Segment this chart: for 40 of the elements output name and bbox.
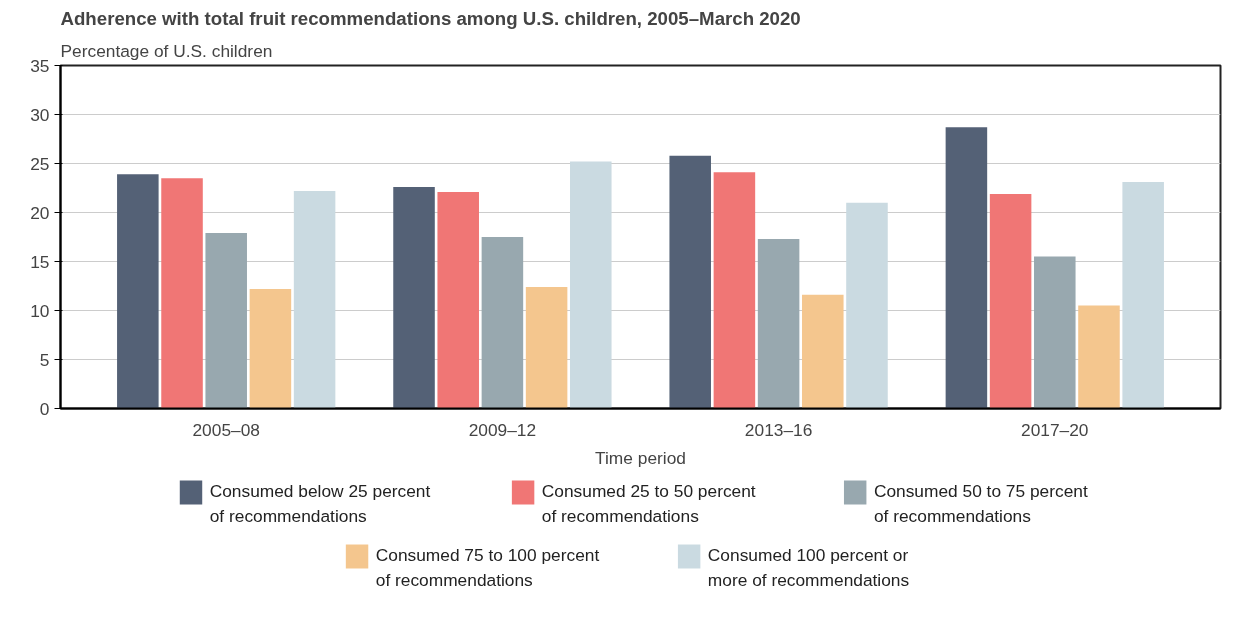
bar (161, 178, 203, 409)
bar (989, 193, 1032, 409)
y-tick-label: 15 (30, 251, 50, 272)
bar (713, 172, 756, 409)
bar (757, 238, 800, 409)
bar (1034, 256, 1076, 409)
bar (205, 233, 247, 409)
y-tick-label: 35 (30, 55, 50, 76)
x-axis-title: Time period (595, 447, 686, 468)
y-tick-label: 30 (30, 104, 50, 125)
legend-label: Consumed 75 to 100 percent of recommendations (375, 544, 600, 590)
y-tick-label: 0 (39, 398, 50, 419)
bar (437, 191, 479, 409)
x-tick-label: 2005–08 (192, 419, 260, 440)
x-tick-label: 2009–12 (468, 419, 537, 440)
bar (293, 190, 336, 409)
bar (945, 127, 988, 409)
chart-title: Adherence with total fruit recommendations among U.S. children, 2005–March 2020 (60, 7, 801, 29)
y-tick-label: 20 (30, 202, 50, 223)
y-tick-label: 5 (39, 349, 50, 370)
x-tick-label: 2013–16 (744, 419, 813, 440)
legend-label: Consumed 25 to 50 percent of recommendations (541, 480, 756, 526)
y-tick-label: 25 (30, 153, 50, 174)
bar (570, 161, 612, 409)
y-tick-label: 10 (30, 300, 50, 321)
legend-label: Consumed below 25 percent of recommendations (209, 480, 431, 526)
bar (481, 237, 524, 409)
bar (117, 174, 159, 409)
bar (1078, 305, 1120, 409)
bar (1122, 182, 1164, 409)
legend-label: Consumed 50 to 75 percent of recommendations (873, 480, 1088, 526)
bar (393, 187, 435, 409)
x-tick-label: 2017–20 (1021, 419, 1089, 440)
bar (802, 294, 844, 409)
bar (846, 202, 888, 409)
bar (525, 286, 568, 409)
legend-label: Consumed 100 percent or more of recommendations (707, 544, 910, 590)
y-axis-title: Percentage of U.S. children (60, 40, 273, 61)
bar (669, 155, 711, 409)
bar (249, 288, 292, 409)
